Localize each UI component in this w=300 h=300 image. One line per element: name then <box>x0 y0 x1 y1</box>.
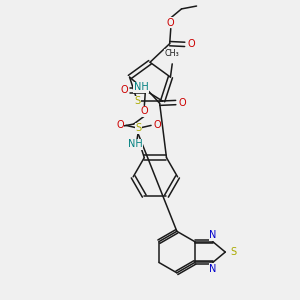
Text: O: O <box>116 120 124 130</box>
Text: S: S <box>230 247 236 257</box>
Text: O: O <box>178 98 186 107</box>
Text: O: O <box>188 39 195 50</box>
Text: N: N <box>209 230 216 240</box>
Text: S: S <box>134 96 140 106</box>
Text: CH₃: CH₃ <box>165 49 180 58</box>
Text: NH: NH <box>134 82 148 92</box>
Text: O: O <box>167 18 175 28</box>
Text: O: O <box>141 106 148 116</box>
Text: S: S <box>136 123 142 133</box>
Text: NH: NH <box>128 139 142 149</box>
Text: O: O <box>153 120 161 130</box>
Text: O: O <box>120 85 128 95</box>
Text: N: N <box>209 264 216 274</box>
